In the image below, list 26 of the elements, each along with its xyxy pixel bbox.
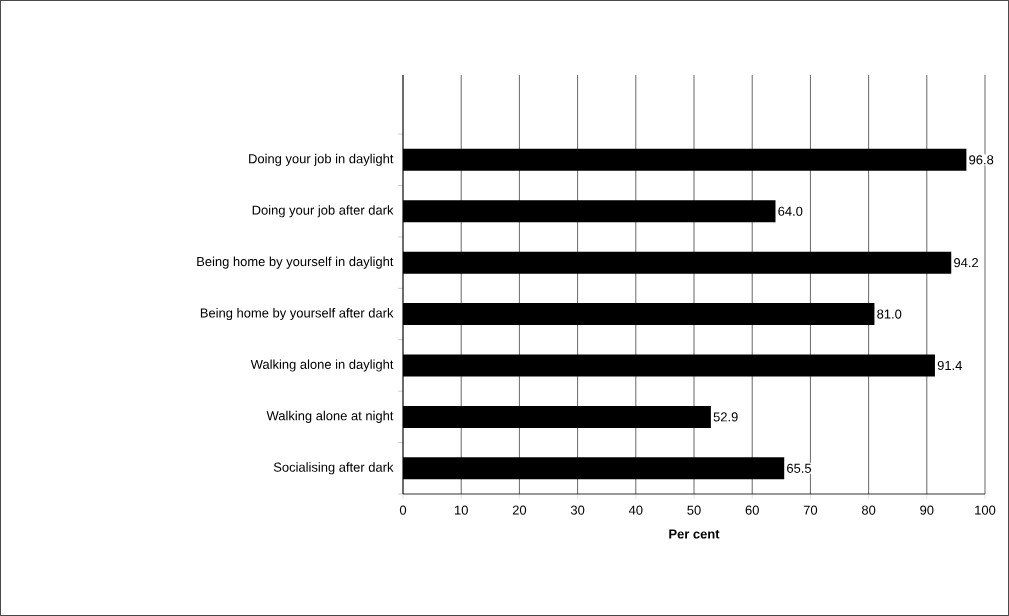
x-tick-label: 60 xyxy=(745,505,759,515)
x-tick-label: 90 xyxy=(920,505,934,515)
data-label: 91.4 xyxy=(937,360,962,371)
y-tick-label: Socialising after dark xyxy=(273,462,394,475)
y-tick-label: Doing your job in daylight xyxy=(249,153,394,166)
data-label: 96.8 xyxy=(969,155,994,165)
y-tick-label: Walking alone at night xyxy=(266,410,394,423)
data-label: 94.2 xyxy=(954,258,978,268)
x-axis-title: Per cent xyxy=(669,529,720,539)
data-label: 65.5 xyxy=(787,463,812,473)
x-tick-label: 30 xyxy=(570,505,585,515)
y-tick-label: Doing your job after dark xyxy=(252,205,394,218)
x-tick-label: 10 xyxy=(454,505,468,515)
x-tick-label: 50 xyxy=(687,505,701,515)
x-tick-label: 0 xyxy=(399,505,407,515)
y-tick-label: Walking alone in daylight xyxy=(250,359,394,372)
x-tick-label: 40 xyxy=(628,505,643,515)
x-tick-label: 80 xyxy=(861,505,876,515)
data-label: 64.0 xyxy=(778,206,803,216)
data-label: 52.9 xyxy=(713,412,738,422)
y-tick-label: Being home by yourself in daylight xyxy=(197,256,394,269)
data-label: 81.0 xyxy=(877,309,902,319)
x-tick-label: 70 xyxy=(803,505,818,515)
y-tick-label: Being home by yourself after dark xyxy=(200,308,394,321)
x-tick-label: 20 xyxy=(512,505,527,515)
x-tick-label: 100 xyxy=(975,505,996,515)
